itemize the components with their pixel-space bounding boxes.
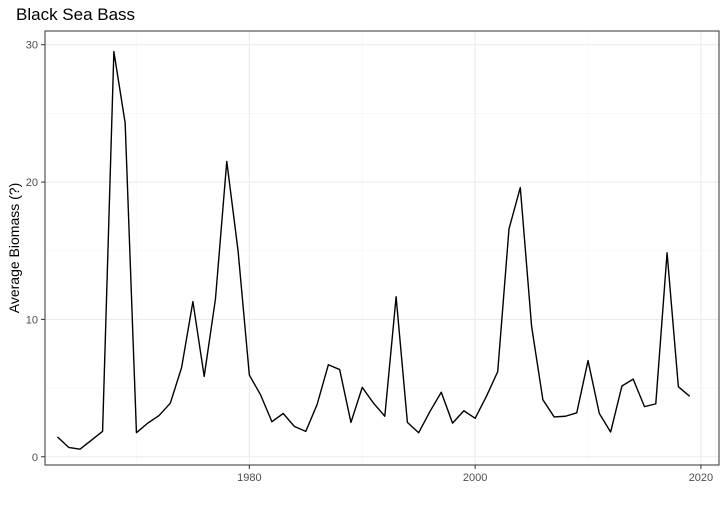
panel-border [44, 30, 720, 466]
series-layer [56, 50, 691, 450]
y-axis-label: Average Biomass (?) [6, 183, 22, 313]
y-tick-label: 0 [32, 452, 38, 464]
y-tick-label: 20 [26, 177, 38, 189]
major-gridlines [45, 31, 719, 465]
y-axis: 0 10 20 30 [26, 40, 45, 464]
plot-background [45, 31, 719, 465]
series-line [56, 50, 691, 450]
chart-title: Black Sea Bass [16, 5, 135, 24]
plot-panel [45, 31, 719, 465]
x-tick-label: 2000 [463, 472, 487, 484]
y-tick-label: 30 [26, 40, 38, 52]
x-tick-label: 1980 [237, 472, 261, 484]
x-tick-label: 2020 [689, 472, 713, 484]
y-tick-label: 10 [26, 314, 38, 326]
x-axis: 1980 2000 2020 [237, 465, 713, 484]
minor-gridlines [45, 31, 719, 465]
panel-border-layer [44, 30, 720, 466]
